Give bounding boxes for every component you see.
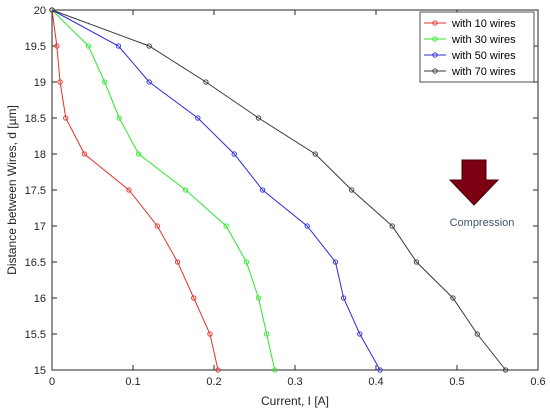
x-tick-label: 0.4 xyxy=(368,376,383,388)
data-point xyxy=(243,259,250,265)
data-point xyxy=(49,7,55,13)
legend-label: with 10 wires xyxy=(451,18,516,30)
x-tick-label: 0.1 xyxy=(125,376,140,388)
y-tick-label: 15.5 xyxy=(25,329,46,341)
data-point xyxy=(102,79,108,85)
data-point xyxy=(389,223,395,229)
compression-label: Compression xyxy=(450,217,515,229)
legend-marker xyxy=(432,20,438,26)
data-point xyxy=(191,295,197,301)
data-point xyxy=(85,43,92,49)
data-point xyxy=(223,223,229,229)
data-point xyxy=(502,367,509,373)
data-point xyxy=(312,151,318,157)
legend: with 10 wires with 30 wires with 50 wires w… xyxy=(419,11,535,83)
data-point xyxy=(57,79,63,85)
data-point xyxy=(136,151,142,157)
compression-annotation: Compression xyxy=(448,159,515,229)
series-3 xyxy=(49,7,383,373)
x-tick-label: 0.6 xyxy=(530,376,545,388)
data-point xyxy=(146,43,152,49)
legend-box xyxy=(419,11,535,83)
data-point xyxy=(357,331,363,337)
x-tick-label: 0 xyxy=(49,376,55,388)
data-point xyxy=(263,331,270,337)
data-point xyxy=(195,115,201,121)
series-line xyxy=(51,9,506,371)
data-point xyxy=(340,295,347,301)
series-line xyxy=(51,9,276,371)
y-tick-label: 15 xyxy=(34,365,46,377)
data-point xyxy=(203,79,209,85)
data-point xyxy=(332,259,339,265)
series-layer xyxy=(49,7,509,373)
data-point xyxy=(255,115,262,121)
y-tick-label: 19.5 xyxy=(25,41,46,53)
y-axis: 15 15.5 16 16.5 17 17.5 18 18.5 19 19.5 20 xyxy=(25,5,538,377)
data-point xyxy=(377,367,383,373)
data-point xyxy=(207,331,213,337)
y-tick-label: 18.5 xyxy=(25,113,46,125)
y-tick-label: 20 xyxy=(34,5,46,17)
y-tick-label: 17 xyxy=(34,221,46,233)
legend-label: with 50 wires xyxy=(451,50,516,62)
data-point xyxy=(304,223,310,229)
data-point xyxy=(215,367,221,373)
data-point xyxy=(146,79,152,85)
y-tick-label: 17.5 xyxy=(25,185,46,197)
data-point xyxy=(255,295,262,301)
legend-marker xyxy=(432,52,438,58)
y-tick-label: 18 xyxy=(34,149,46,161)
down-arrow-icon xyxy=(448,159,500,206)
series-4 xyxy=(49,7,509,373)
y-tick-label: 16 xyxy=(34,293,46,305)
data-point xyxy=(126,187,132,193)
series-2 xyxy=(49,7,278,373)
legend-label: with 30 wires xyxy=(451,34,516,46)
x-tick-label: 0.3 xyxy=(287,376,302,388)
x-axis-label: Current, I [A] xyxy=(261,394,329,408)
data-point xyxy=(182,187,189,193)
data-point xyxy=(259,187,266,193)
data-point xyxy=(54,43,60,49)
data-point xyxy=(413,259,420,265)
data-point xyxy=(116,115,122,121)
data-point xyxy=(174,259,181,265)
data-point xyxy=(231,151,237,157)
data-point xyxy=(450,295,456,301)
x-tick-label: 0.5 xyxy=(449,376,464,388)
y-axis-label: Distance between Wires, d [µm] xyxy=(5,105,19,275)
data-point xyxy=(154,223,160,229)
series-line xyxy=(51,9,381,371)
series-line xyxy=(51,9,219,371)
data-point xyxy=(474,331,480,337)
legend-label: with 70 wires xyxy=(451,66,516,78)
y-tick-label: 16.5 xyxy=(25,257,46,269)
x-axis: 0 0.1 0.2 0.3 0.4 0.5 0.6 xyxy=(49,10,546,388)
y-tick-label: 19 xyxy=(34,77,46,89)
data-point xyxy=(63,115,69,121)
data-point xyxy=(272,367,278,373)
legend-marker xyxy=(432,68,438,74)
data-point xyxy=(81,151,88,157)
legend-marker xyxy=(432,36,438,42)
x-tick-label: 0.2 xyxy=(206,376,221,388)
data-point xyxy=(349,187,355,193)
data-point xyxy=(115,43,122,49)
